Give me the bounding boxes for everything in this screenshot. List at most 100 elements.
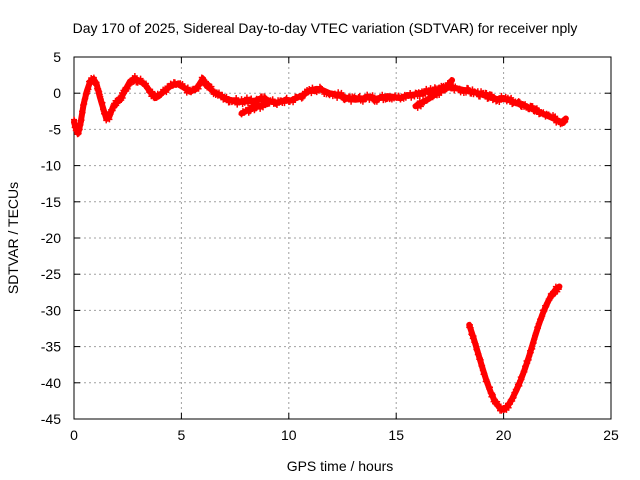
data-point xyxy=(481,373,488,380)
data-point xyxy=(379,91,386,98)
data-point xyxy=(192,87,199,94)
data-point xyxy=(448,77,455,84)
data-point xyxy=(476,93,483,100)
y-tick-label: -15 xyxy=(41,194,61,210)
chart-title: Day 170 of 2025, Sidereal Day-to-day VTE… xyxy=(73,20,578,36)
data-point xyxy=(119,94,126,101)
data-point xyxy=(489,391,496,398)
data-point xyxy=(162,88,169,95)
series-nply-branch-b xyxy=(412,77,456,111)
data-point xyxy=(219,91,226,98)
x-tick-label: 10 xyxy=(281,427,297,443)
x-tick-label: 5 xyxy=(178,427,186,443)
data-point xyxy=(273,102,280,109)
data-point xyxy=(269,96,276,103)
grid-lines xyxy=(74,57,611,419)
data-point xyxy=(181,83,188,90)
data-point xyxy=(508,94,515,101)
data-point xyxy=(526,106,533,113)
data-point xyxy=(485,95,492,102)
data-point xyxy=(195,85,202,92)
data-point xyxy=(488,91,495,98)
y-tick-label: -35 xyxy=(41,339,61,355)
y-tick-label: 0 xyxy=(53,85,61,101)
data-point xyxy=(552,113,559,120)
x-tick-label: 15 xyxy=(388,427,404,443)
data-point xyxy=(470,333,477,340)
y-tick-label: -25 xyxy=(41,266,61,282)
data-point xyxy=(244,100,251,107)
data-point xyxy=(467,324,474,331)
data-point xyxy=(486,384,493,391)
axis-ticks: 0 5 10 15 20 25 5 0 -5 -10 -15 -20 -25 -30 -35 -40 -45 xyxy=(41,49,619,443)
x-tick-label: 0 xyxy=(70,427,78,443)
data-point xyxy=(417,103,424,110)
data-point xyxy=(99,99,106,106)
data-point xyxy=(369,92,376,99)
y-axis-label: SDTVAR / TECUs xyxy=(5,182,21,294)
data-point xyxy=(534,107,541,114)
data-series xyxy=(71,73,569,414)
data-point xyxy=(555,286,562,293)
data-point xyxy=(109,107,116,114)
data-point xyxy=(188,89,195,96)
data-point xyxy=(309,84,316,91)
data-point xyxy=(142,80,149,87)
data-point xyxy=(339,92,346,99)
series-nply-dip xyxy=(466,283,563,414)
y-tick-label: -5 xyxy=(49,121,62,137)
data-point xyxy=(248,95,255,102)
data-point xyxy=(300,92,307,99)
data-point xyxy=(447,82,454,89)
y-tick-label: -20 xyxy=(41,230,61,246)
data-point xyxy=(149,88,156,95)
data-point xyxy=(522,101,529,108)
data-point xyxy=(71,117,78,124)
data-point xyxy=(261,93,268,100)
data-point xyxy=(472,341,479,348)
data-point xyxy=(224,96,231,103)
y-tick-label: -30 xyxy=(41,302,61,318)
data-point xyxy=(510,394,517,401)
data-point xyxy=(163,89,170,96)
data-point xyxy=(208,83,215,90)
data-point xyxy=(169,82,176,89)
x-tick-label: 20 xyxy=(496,427,512,443)
y-tick-label: -10 xyxy=(41,158,61,174)
data-point xyxy=(355,93,362,100)
data-point xyxy=(539,313,546,320)
data-point xyxy=(551,114,558,121)
data-point xyxy=(526,352,533,359)
data-point xyxy=(272,100,279,107)
data-point xyxy=(260,104,267,111)
data-point xyxy=(516,98,523,105)
data-point xyxy=(438,89,445,96)
data-point xyxy=(463,89,470,96)
data-point xyxy=(106,116,113,123)
data-point xyxy=(527,349,534,356)
data-point xyxy=(348,98,355,105)
x-axis-label: GPS time / hours xyxy=(287,458,394,474)
data-point xyxy=(521,368,528,375)
series-nply-branch-a xyxy=(238,99,271,118)
data-point xyxy=(529,345,536,352)
data-point xyxy=(475,351,482,358)
data-point xyxy=(562,118,569,125)
data-point xyxy=(78,117,85,124)
data-point xyxy=(281,100,288,107)
data-point xyxy=(184,84,191,91)
data-point xyxy=(437,88,444,95)
y-tick-label: -45 xyxy=(41,411,61,427)
data-point xyxy=(483,90,490,97)
data-point xyxy=(427,85,434,92)
series-nply-main xyxy=(71,73,569,138)
x-tick-label: 25 xyxy=(603,427,619,443)
data-point xyxy=(85,86,92,93)
data-point xyxy=(79,109,86,116)
y-tick-label: -40 xyxy=(41,375,61,391)
data-point xyxy=(531,108,538,115)
y-tick-label: 5 xyxy=(53,49,61,65)
data-point xyxy=(529,103,536,110)
data-point xyxy=(262,99,269,106)
